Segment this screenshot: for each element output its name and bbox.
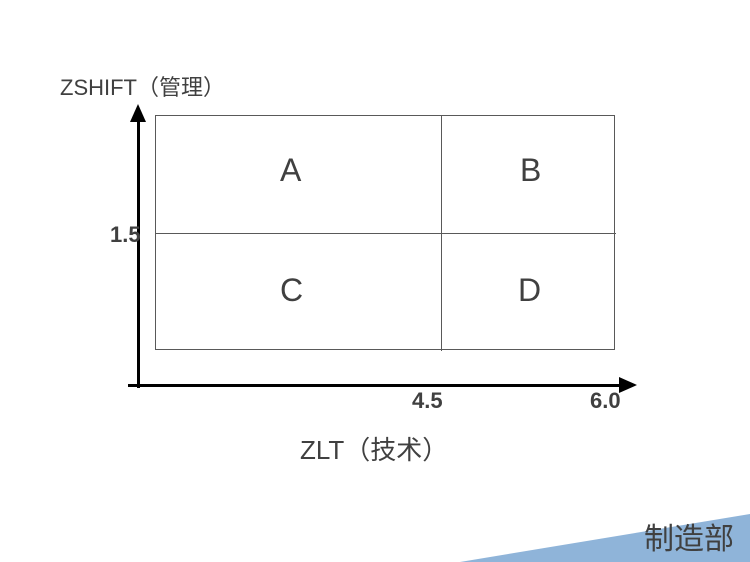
quadrant-bottom-right: D (518, 272, 541, 309)
quadrant-top-left: A (280, 152, 301, 189)
quadrant-top-right: B (520, 152, 541, 189)
x-axis-arrow-head (619, 377, 637, 393)
y-tick-label: 1.5 (110, 222, 141, 248)
y-axis-arrow-head (130, 104, 146, 122)
matrix-grid (155, 115, 615, 350)
x-axis-label: ZLT（技术） (300, 430, 448, 467)
x-axis-arrow-line (128, 384, 623, 387)
x-tick-label-mid: 4.5 (412, 388, 443, 414)
y-axis-arrow-line (137, 118, 140, 388)
quadrant-diagram: ZSHIFT（管理） A B C D 1.5 4.5 6.0 ZLT（技术） 制… (0, 0, 750, 562)
grid-horizontal-divider (156, 233, 616, 234)
footer-text: 制造部 (644, 514, 734, 558)
x-tick-label-end: 6.0 (590, 388, 621, 414)
y-axis-label: ZSHIFT（管理） (60, 70, 225, 102)
quadrant-bottom-left: C (280, 272, 303, 309)
